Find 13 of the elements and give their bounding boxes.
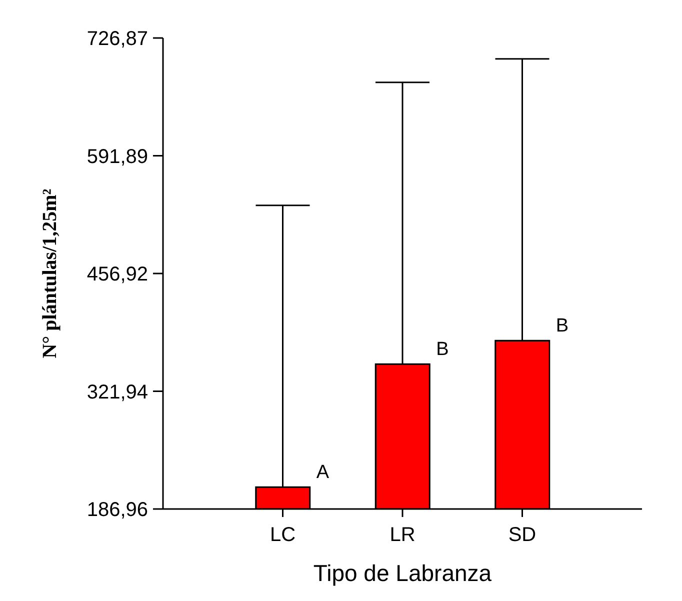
- y-tick-label: 321,94: [86, 381, 148, 404]
- x-axis-title: Tipo de Labranza: [313, 560, 492, 586]
- y-axis-title: N° plántulas/1,25m²: [39, 188, 61, 358]
- x-tick-label: LC: [270, 524, 296, 546]
- y-tick-label: 456,92: [86, 264, 148, 286]
- x-tick-label: LR: [390, 524, 416, 546]
- annotation: B: [556, 316, 569, 337]
- x-tick-label: SD: [508, 524, 536, 546]
- y-tick-label: 591,89: [86, 146, 148, 168]
- annotation: B: [436, 339, 449, 360]
- y-tick-label: 186,96: [86, 499, 148, 522]
- annotation: A: [316, 462, 330, 484]
- y-tick-label: 726,87: [86, 28, 148, 50]
